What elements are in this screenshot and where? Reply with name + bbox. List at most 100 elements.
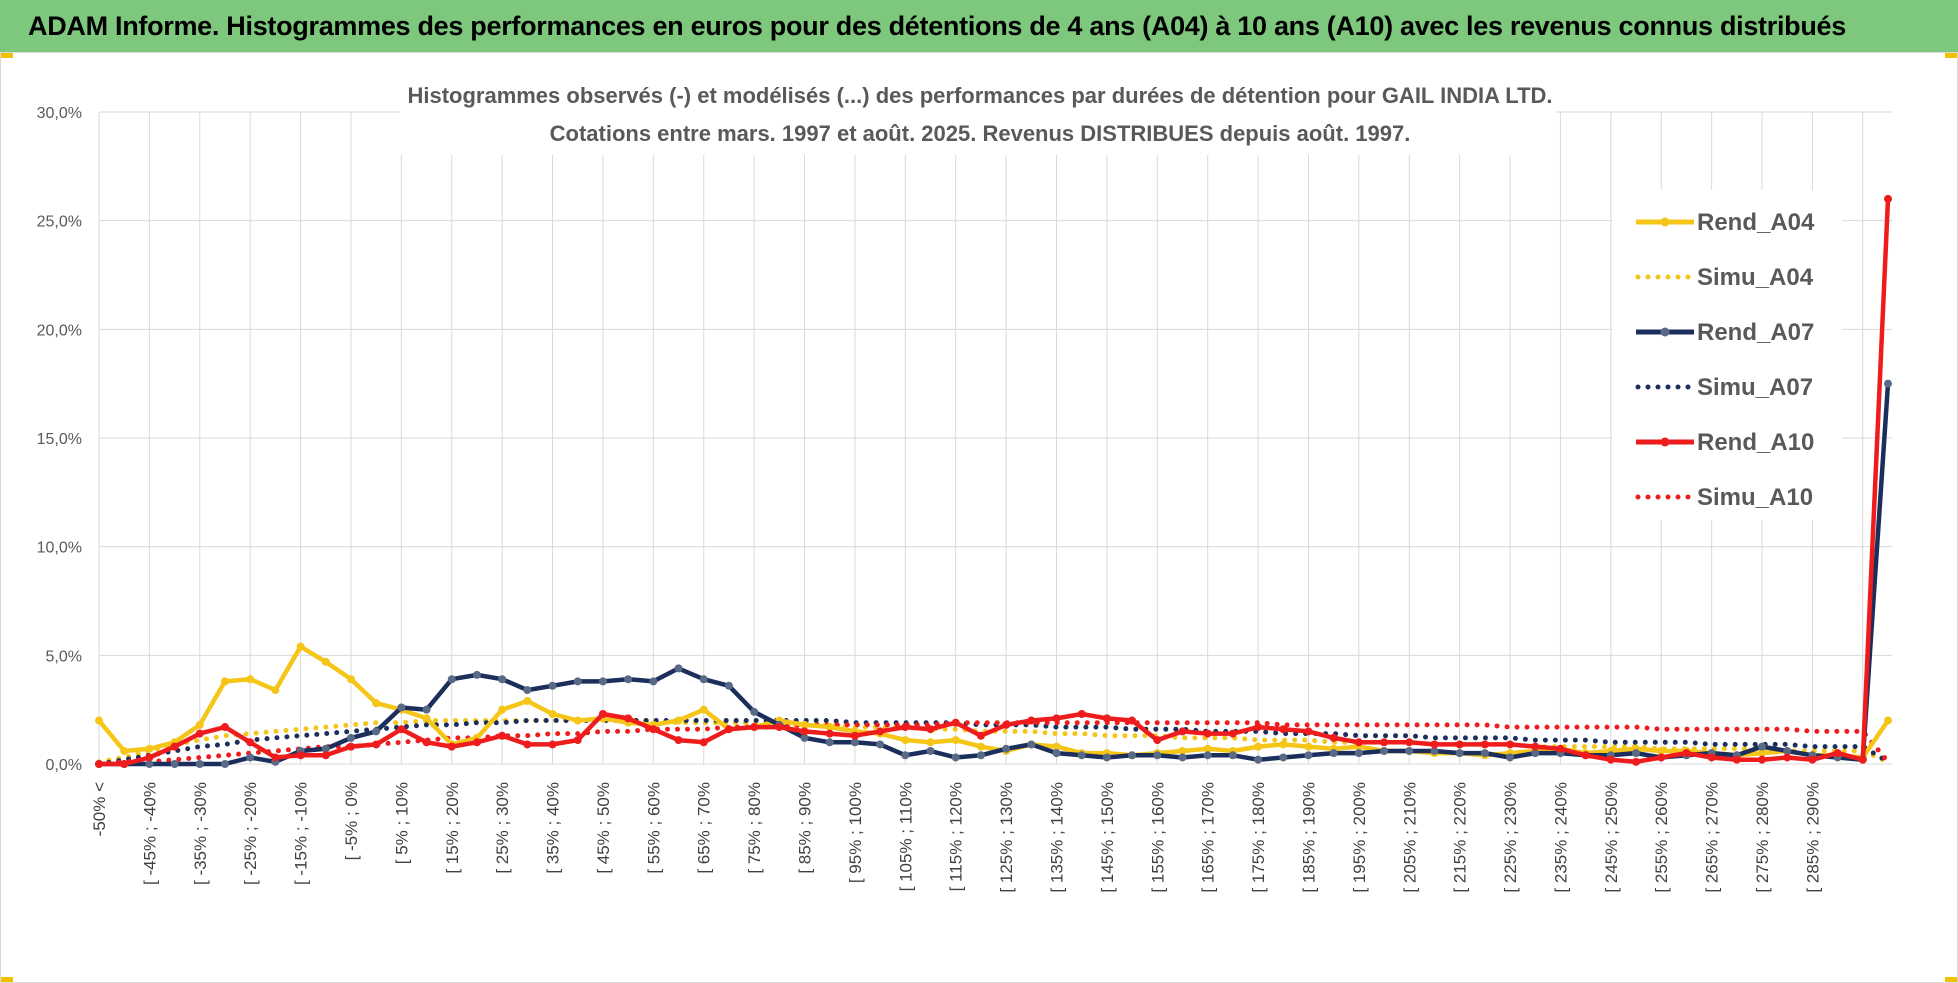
x-tick-label: [ -5% ; 0% (342, 782, 361, 860)
data-point (951, 753, 960, 762)
data-point (195, 720, 204, 729)
data-point (145, 760, 154, 768)
data-point (1254, 755, 1263, 764)
legend-marker (1660, 437, 1670, 447)
data-point (195, 729, 204, 738)
data-point (1128, 716, 1137, 725)
legend-label: Simu_A10 (1697, 484, 1813, 511)
y-tick-label: 20,0% (37, 322, 82, 339)
data-point (1027, 740, 1036, 749)
data-point (850, 731, 859, 740)
data-point (1808, 755, 1817, 764)
data-point (422, 714, 431, 723)
data-point (346, 742, 355, 751)
x-tick-label: [ 245% ; 250% (1602, 782, 1621, 893)
y-tick-label: 5,0% (46, 648, 82, 665)
data-point (1531, 749, 1540, 758)
data-point (724, 725, 733, 734)
data-point (1228, 751, 1237, 760)
data-point (1833, 749, 1842, 758)
data-point (1178, 727, 1187, 736)
data-point (1254, 723, 1263, 732)
data-point (1380, 746, 1389, 755)
x-tick-label: [ 225% ; 230% (1501, 782, 1520, 893)
data-point (1153, 736, 1162, 745)
data-point (976, 751, 985, 760)
data-point (1354, 738, 1363, 747)
data-point (321, 751, 330, 760)
data-point (145, 744, 154, 753)
data-point (649, 677, 658, 686)
x-tick-label: [ 215% ; 220% (1451, 782, 1470, 893)
data-point (1102, 714, 1111, 723)
data-point (321, 657, 330, 666)
x-tick-label: [ 135% ; 140% (1047, 782, 1066, 893)
frame-corner-marker (1, 53, 13, 58)
data-point (951, 718, 960, 727)
frame-corner-marker (1, 977, 13, 982)
data-point (1657, 753, 1666, 762)
data-point (523, 740, 532, 749)
data-point (1758, 749, 1767, 758)
data-point (1430, 740, 1439, 749)
data-point (246, 738, 255, 747)
data-point (1783, 746, 1792, 755)
data-point (850, 738, 859, 747)
data-point (1884, 716, 1892, 725)
data-point (170, 742, 179, 751)
data-point (246, 675, 255, 684)
data-point (750, 723, 759, 732)
data-point (296, 642, 305, 651)
x-tick-label: [ 125% ; 130% (997, 782, 1016, 893)
x-tick-label: [ 75% ; 80% (745, 782, 764, 874)
data-point (372, 740, 381, 749)
data-point (1304, 727, 1313, 736)
data-point (1430, 746, 1439, 755)
data-point (1279, 725, 1288, 734)
data-point (649, 725, 658, 734)
x-tick-label: [ 285% ; 290% (1803, 782, 1822, 893)
data-point (674, 664, 683, 673)
legend-backdrop (1612, 190, 1842, 520)
data-point (95, 760, 103, 768)
data-point (1506, 740, 1515, 749)
legend-label: Rend_A04 (1697, 209, 1815, 236)
data-point (800, 733, 809, 742)
chart-title-backdrop (400, 73, 1555, 155)
data-point (1581, 751, 1590, 760)
data-point (1405, 738, 1414, 747)
data-point (976, 742, 985, 751)
data-point (699, 675, 708, 684)
frame-corner-marker (1945, 53, 1957, 58)
x-tick-label: [ 165% ; 170% (1199, 782, 1218, 893)
data-point (498, 705, 507, 714)
legend-marker (1660, 217, 1670, 227)
data-point (498, 731, 507, 740)
data-point (901, 751, 910, 760)
x-tick-label: [ 205% ; 210% (1400, 782, 1419, 893)
data-point (195, 760, 204, 768)
data-point (1002, 744, 1011, 753)
x-tick-label: [ 5% ; 10% (392, 782, 411, 864)
data-point (346, 733, 355, 742)
data-point (1606, 755, 1615, 764)
data-point (1884, 194, 1892, 203)
data-point (1556, 744, 1565, 753)
data-point (1178, 753, 1187, 762)
legend-label: Simu_A04 (1697, 264, 1814, 291)
x-tick-label: [ 45% ; 50% (594, 782, 613, 874)
data-point (523, 696, 532, 705)
report-title: ADAM Informe. Histogrammes des performan… (28, 10, 1846, 41)
data-point (1480, 740, 1489, 749)
legend-label: Simu_A07 (1697, 374, 1813, 401)
data-point (548, 740, 557, 749)
x-tick-label: [ 175% ; 180% (1249, 782, 1268, 893)
series-line-simu-a10 (96, 720, 1891, 767)
data-point (472, 670, 481, 679)
report-banner: ADAM Informe. Histogrammes des performan… (0, 0, 1958, 52)
grid-lines (98, 111, 1892, 765)
data-point (1632, 749, 1641, 758)
data-point (422, 705, 431, 714)
data-point (674, 716, 683, 725)
